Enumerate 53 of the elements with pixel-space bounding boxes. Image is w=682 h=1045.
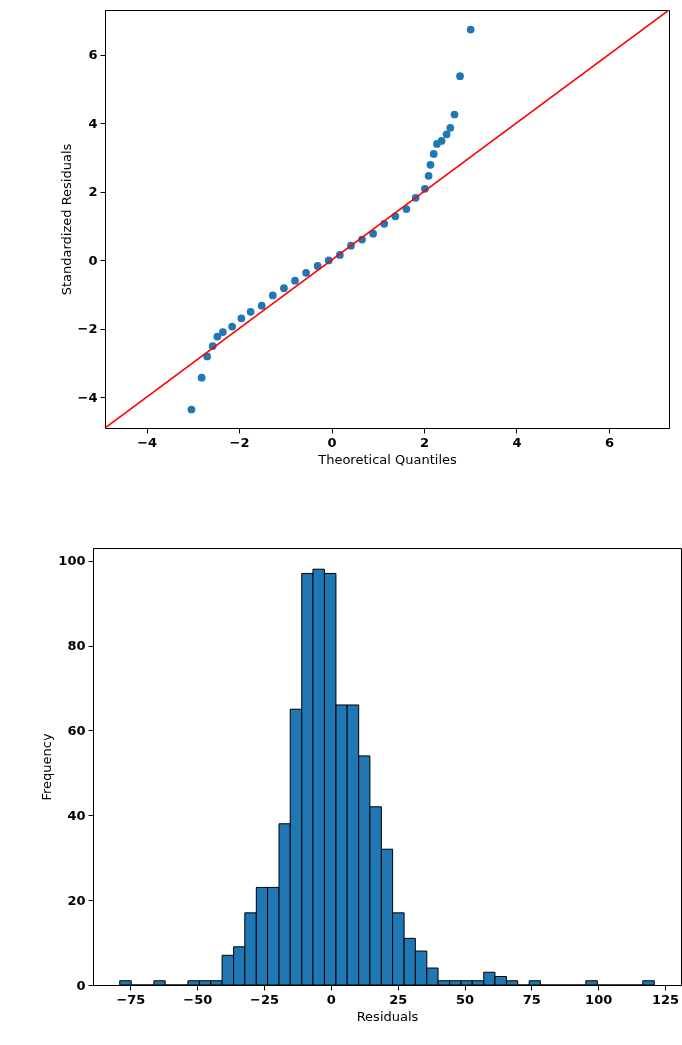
x-tick-label: 2 [419, 434, 430, 450]
point [429, 150, 438, 158]
point [187, 405, 196, 414]
point [228, 322, 236, 331]
point [197, 373, 206, 382]
point [268, 291, 277, 300]
x-tick-label: 100 [585, 991, 613, 1007]
y-tick-label: 60 [67, 722, 86, 738]
x-tick-label: 50 [455, 991, 475, 1007]
y-tick-label: 20 [67, 892, 86, 908]
point [219, 328, 227, 336]
point [424, 171, 433, 180]
x-axis-title: Residuals [356, 1008, 419, 1024]
x-tick-label: −2 [229, 434, 250, 450]
point [450, 110, 459, 119]
y-tick-label: −2 [77, 321, 98, 337]
point [291, 276, 299, 285]
point [446, 124, 455, 132]
y-tick-label: 6 [88, 47, 98, 63]
point [456, 72, 464, 80]
x-tick-label: −4 [137, 434, 158, 450]
x-tick-label: −75 [116, 991, 146, 1007]
point [257, 301, 266, 310]
y-tick-label: 2 [88, 184, 98, 200]
y-tick-label: 80 [67, 638, 86, 654]
point [437, 137, 446, 145]
y-tick-label: 0 [76, 977, 86, 993]
x-tick-label: 6 [604, 434, 614, 450]
point [442, 130, 451, 139]
x-tick-label: 0 [326, 991, 336, 1007]
point [237, 314, 246, 323]
point [466, 25, 475, 34]
x-tick-label: 0 [327, 434, 337, 450]
x-tick-label: 4 [512, 434, 522, 450]
point [246, 307, 255, 316]
y-tick-label: 4 [88, 115, 98, 131]
point [213, 332, 222, 341]
y-tick-label: 40 [67, 807, 86, 823]
point [426, 161, 435, 169]
point [280, 284, 288, 293]
y-axis-title: Standardized Residuals [58, 143, 74, 296]
point [302, 268, 310, 277]
x-tick-label: 125 [651, 991, 680, 1007]
x-tick-label: 75 [522, 991, 541, 1007]
x-axis-title: Theoretical Quantiles [317, 451, 457, 467]
point [369, 229, 377, 238]
y-axis-title: Frequency [39, 733, 55, 801]
x-tick-label: 25 [389, 991, 408, 1007]
y-tick-label: −4 [77, 389, 98, 405]
x-tick-label: −25 [250, 991, 280, 1007]
y-tick-label: 100 [58, 553, 86, 569]
x-tick-label: −50 [183, 991, 213, 1007]
y-tick-label: 0 [88, 252, 98, 268]
